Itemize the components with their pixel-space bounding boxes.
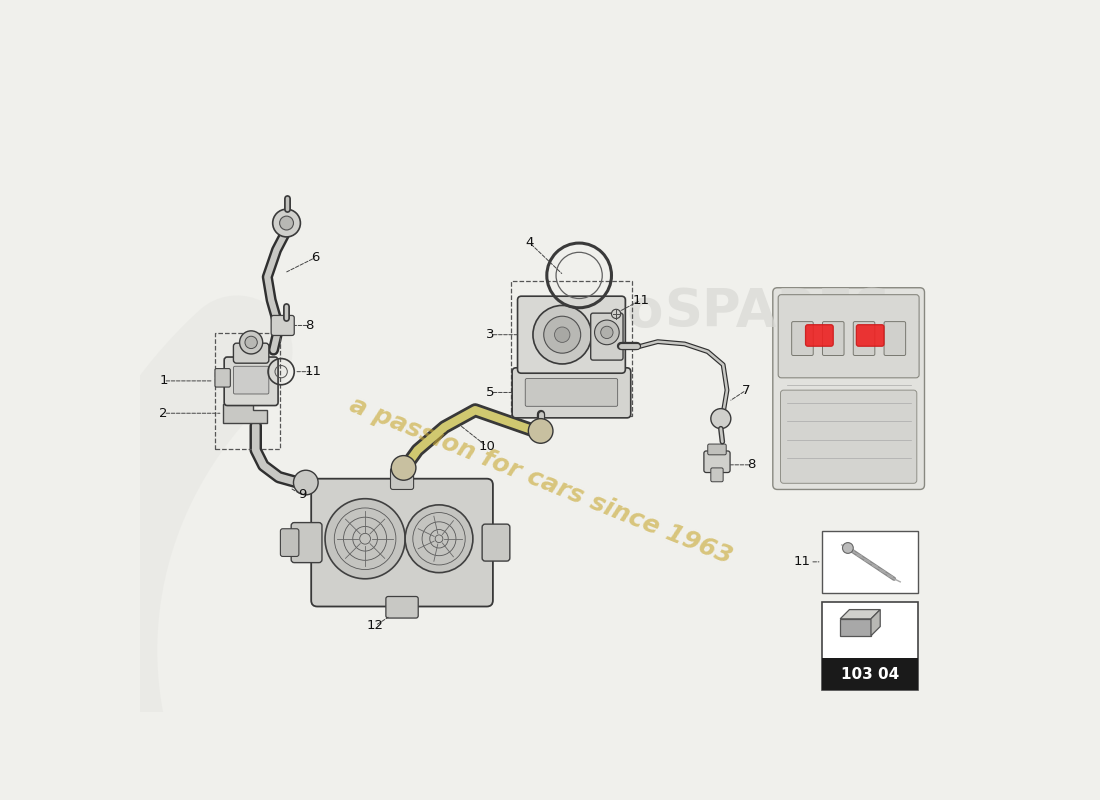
Text: 9: 9 [298,488,306,502]
Text: euro: euro [528,286,664,338]
Text: 12: 12 [366,619,384,632]
FancyBboxPatch shape [214,369,230,387]
Circle shape [554,327,570,342]
Polygon shape [871,610,880,636]
Text: 11: 11 [794,555,811,568]
Bar [822,658,917,690]
FancyBboxPatch shape [517,296,625,373]
Circle shape [392,455,416,480]
FancyBboxPatch shape [311,478,493,606]
FancyBboxPatch shape [233,366,268,394]
FancyBboxPatch shape [778,294,920,378]
FancyBboxPatch shape [823,322,844,355]
FancyBboxPatch shape [773,288,924,490]
FancyBboxPatch shape [822,602,917,690]
FancyBboxPatch shape [526,378,618,406]
Text: 4: 4 [525,236,533,249]
FancyBboxPatch shape [856,325,884,346]
Circle shape [405,505,473,573]
FancyBboxPatch shape [822,531,917,593]
FancyBboxPatch shape [704,451,730,473]
Polygon shape [840,619,871,636]
FancyBboxPatch shape [390,468,414,490]
FancyBboxPatch shape [280,529,299,557]
Circle shape [612,310,620,318]
FancyBboxPatch shape [591,313,623,360]
Circle shape [534,306,592,364]
FancyBboxPatch shape [711,468,723,482]
Polygon shape [840,610,880,619]
Polygon shape [222,404,267,423]
FancyBboxPatch shape [224,357,278,406]
FancyBboxPatch shape [792,322,813,355]
Circle shape [245,336,257,349]
Text: 8: 8 [306,319,313,332]
FancyBboxPatch shape [854,322,874,355]
FancyBboxPatch shape [781,390,916,483]
Circle shape [240,331,263,354]
FancyBboxPatch shape [805,325,834,346]
Text: 2: 2 [160,406,167,420]
Text: 6: 6 [311,251,319,264]
FancyBboxPatch shape [292,522,322,562]
Circle shape [711,409,730,429]
Text: 11: 11 [305,365,322,378]
Text: SPARES: SPARES [664,286,891,338]
FancyBboxPatch shape [482,524,510,561]
Circle shape [594,320,619,345]
Text: 8: 8 [747,458,756,471]
FancyBboxPatch shape [271,315,295,335]
Text: 103 04: 103 04 [840,666,899,682]
Circle shape [279,216,294,230]
FancyBboxPatch shape [707,444,726,455]
Circle shape [843,542,854,554]
Circle shape [601,326,613,338]
FancyBboxPatch shape [386,597,418,618]
Text: 7: 7 [742,384,750,397]
Circle shape [543,316,581,353]
Text: 3: 3 [486,328,495,341]
Circle shape [294,470,318,495]
Circle shape [326,498,405,578]
Text: 1: 1 [160,374,167,387]
FancyBboxPatch shape [884,322,905,355]
FancyBboxPatch shape [233,343,268,363]
FancyBboxPatch shape [513,368,630,418]
Circle shape [273,209,300,237]
Circle shape [528,418,553,443]
Text: a passion for cars since 1963: a passion for cars since 1963 [345,393,736,569]
Text: 10: 10 [478,440,495,453]
Text: 5: 5 [486,386,495,399]
Text: 11: 11 [632,294,649,306]
